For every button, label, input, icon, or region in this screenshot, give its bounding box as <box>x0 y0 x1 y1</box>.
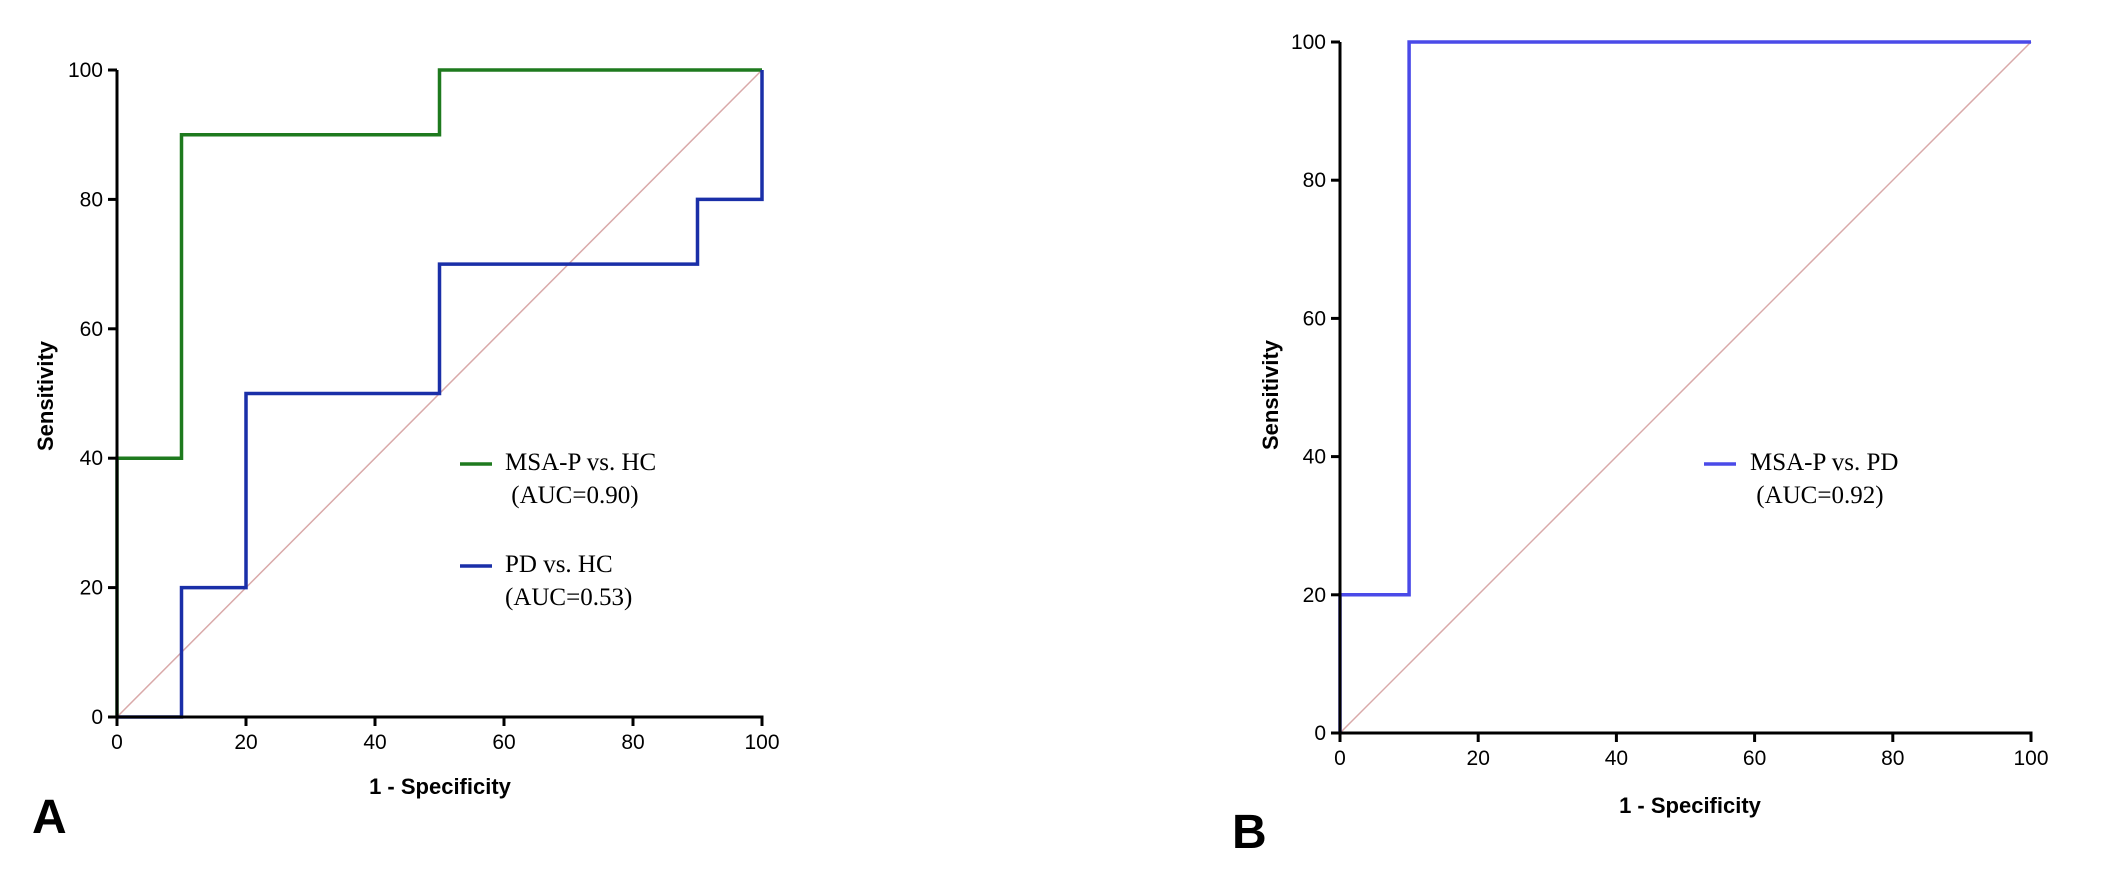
panel-b-chart: 0 20 40 60 80 100 0 20 40 60 80 100 MSA-P vs. PD (A… <box>1232 31 2049 859</box>
panel-a-axes-group: 0 20 40 60 80 100 0 20 40 60 80 100 <box>68 59 780 754</box>
legend-b-1-auc: (AUC=0.92) <box>1750 482 1884 509</box>
panel-b-y-tick-label: 80 <box>1303 169 1326 192</box>
panel-a-y-tick-label: 100 <box>68 59 103 82</box>
panel-a-x-axis-title: 1 - Specificity <box>369 774 512 799</box>
panel-a-x-tick-label: 100 <box>744 731 779 754</box>
panel-a-y-tick-label: 20 <box>80 577 103 600</box>
panel-a-x-tick-label: 80 <box>621 731 644 754</box>
panel-b-x-axis-title: 1 - Specificity <box>1619 793 1762 818</box>
panel-b-y-tick-label: 60 <box>1303 307 1326 330</box>
panel-b-y-tick-label: 20 <box>1303 584 1326 607</box>
panel-a-y-tick-label: 0 <box>91 706 103 729</box>
panel-a-legend: MSA-P vs. HC (AUC=0.90) PD vs. HC (AUC=0… <box>460 449 656 611</box>
panel-b-reference-group <box>1339 41 2032 734</box>
panel-a-x-tick-label: 40 <box>363 731 386 754</box>
panel-b-axes-group: 0 20 40 60 80 100 0 20 40 60 80 100 <box>1291 31 2049 770</box>
panel-b-y-tick-label: 0 <box>1314 722 1326 745</box>
panel-a-series-line-2 <box>117 70 764 719</box>
panel-b-x-tick-label: 20 <box>1467 747 1490 770</box>
legend-a-2-name: PD vs. HC <box>505 551 613 578</box>
panel-b-y-tick-label: 100 <box>1291 31 1326 54</box>
panel-b-x-tick-label: 0 <box>1334 747 1346 770</box>
panel-a-x-tick-label: 20 <box>234 731 257 754</box>
panel-b-y-axis-title: Sensitivity <box>1258 339 1283 450</box>
legend-b-1-name: MSA-P vs. PD <box>1750 449 1898 476</box>
panel-b-legend: MSA-P vs. PD (AUC=0.92) <box>1704 449 1898 509</box>
legend-a-1-auc: (AUC=0.90) <box>505 482 639 509</box>
panel-a-x-tick-label: 0 <box>111 731 123 754</box>
panel-b-y-tick-label: 40 <box>1303 446 1326 469</box>
panel-b-x-tick-label: 80 <box>1881 747 1904 770</box>
panel-a-y-tick-label: 60 <box>80 318 103 341</box>
panel-b-x-tick-label: 100 <box>2013 747 2048 770</box>
panel-a-y-tick-label: 40 <box>80 447 103 470</box>
panel-b-label: B <box>1232 806 1267 859</box>
panel-b-reference-diagonal <box>1339 41 2032 734</box>
panel-a-y-tick-label: 80 <box>80 188 103 211</box>
panel-a-chart: 0 20 40 60 80 100 0 20 40 60 80 100 MSA-P vs. HC (A… <box>32 59 780 844</box>
legend-a-1-name: MSA-P vs. HC <box>505 449 656 476</box>
panel-a-label: A <box>32 791 67 844</box>
panel-b-x-tick-label: 40 <box>1605 747 1628 770</box>
panel-b-x-tick-label: 60 <box>1743 747 1766 770</box>
panel-a-y-axis-title: Sensitivity <box>33 340 58 451</box>
panel-a-x-tick-label: 60 <box>492 731 515 754</box>
legend-a-2-auc: (AUC=0.53) <box>505 584 632 611</box>
